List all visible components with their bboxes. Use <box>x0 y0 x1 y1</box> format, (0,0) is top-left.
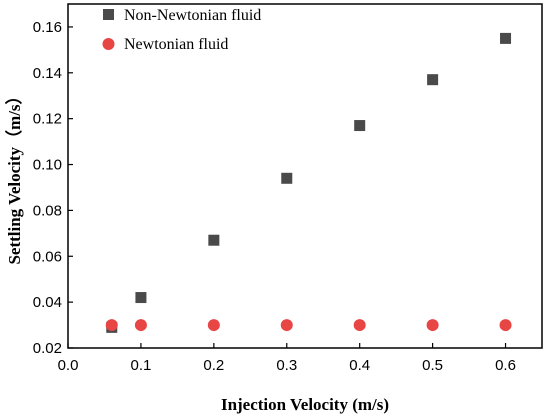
data-point-non-newtonian <box>208 234 220 246</box>
x-axis: 0.0 0.1 0.2 0.3 0.4 0.5 0.6 <box>58 343 516 374</box>
data-point-newtonian <box>105 319 118 332</box>
y-tick-label: 0.16 <box>33 19 62 36</box>
legend-label-newtonian: Newtonian fluid <box>124 36 228 53</box>
x-tick-label: 0.5 <box>422 357 443 374</box>
data-point-newtonian <box>353 319 366 332</box>
x-tick-label: 0.3 <box>276 357 297 374</box>
x-tick-label: 0.4 <box>349 357 370 374</box>
data-point-newtonian <box>426 319 439 332</box>
legend: Non-Newtonian fluid Newtonian fluid <box>102 7 261 53</box>
y-tick-label: 0.04 <box>33 294 62 311</box>
plot-frame <box>67 3 543 349</box>
x-tick-label: 0.1 <box>130 357 151 374</box>
legend-marker-newtonian <box>102 38 115 50</box>
x-axis-title: Injection Velocity (m/s) <box>221 395 389 414</box>
y-tick-label: 0.02 <box>33 340 62 357</box>
y-axis: 0.02 0.04 0.06 0.08 0.10 0.12 0.14 0.16 <box>33 19 73 357</box>
y-tick-label: 0.12 <box>33 111 62 128</box>
data-point-non-newtonian <box>281 172 293 184</box>
legend-marker-non-newtonian <box>103 9 114 20</box>
y-tick-label: 0.14 <box>33 65 62 82</box>
data-point-newtonian <box>499 319 512 332</box>
data-marks <box>105 32 512 333</box>
data-point-newtonian <box>134 319 147 332</box>
data-point-newtonian <box>207 319 220 332</box>
data-point-non-newtonian <box>135 292 147 304</box>
x-tick-label: 0.0 <box>58 357 79 374</box>
x-tick-label: 0.2 <box>203 357 224 374</box>
y-axis-title: Settling Velocity（m/s） <box>4 87 24 264</box>
data-point-non-newtonian <box>427 74 439 86</box>
y-tick-label: 0.10 <box>33 157 62 174</box>
legend-label-non-newtonian: Non-Newtonian fluid <box>124 7 261 24</box>
data-point-non-newtonian <box>500 32 512 44</box>
data-point-non-newtonian <box>354 120 366 132</box>
y-tick-label: 0.08 <box>33 202 62 219</box>
x-tick-label: 0.6 <box>495 357 516 374</box>
y-tick-label: 0.06 <box>33 248 62 265</box>
data-point-newtonian <box>280 319 293 332</box>
